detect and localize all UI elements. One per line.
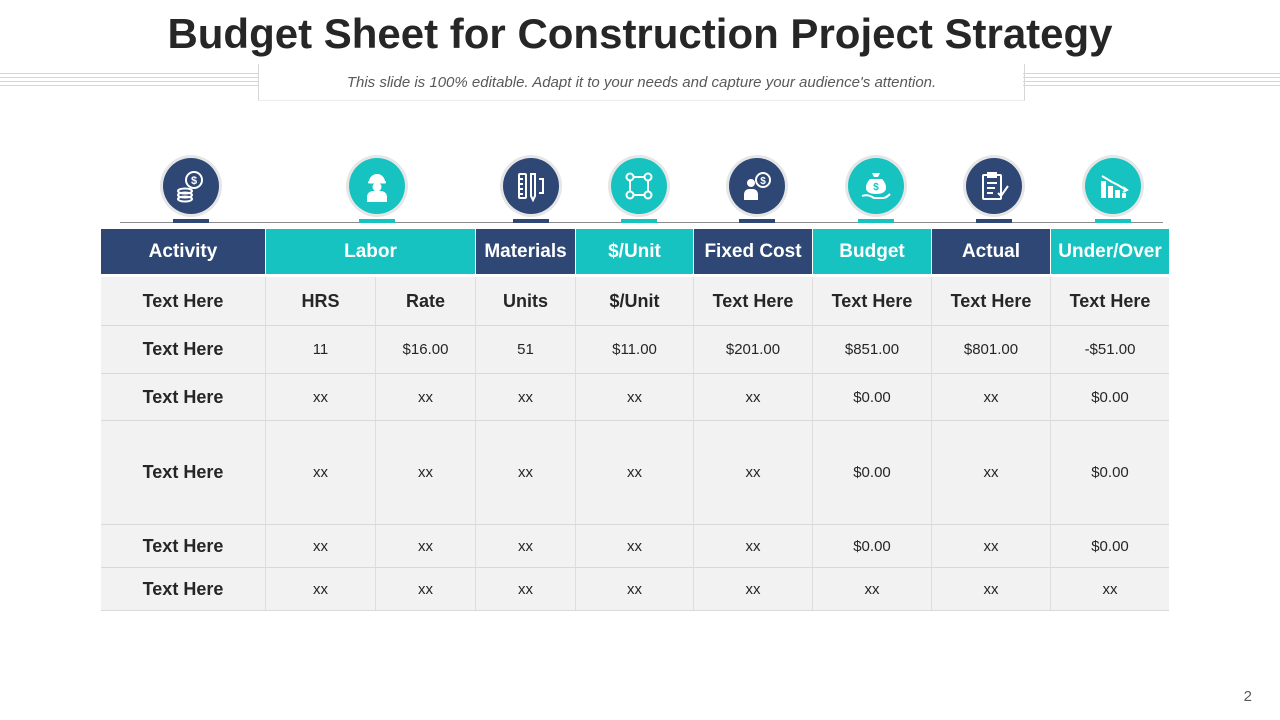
subtitle-box: This slide is 100% editable. Adapt it to…	[258, 64, 1025, 101]
table-cell: xx	[576, 421, 694, 524]
table-cell: xx	[376, 374, 476, 420]
table-cell: xx	[476, 421, 576, 524]
decorative-lines-right	[1023, 73, 1280, 89]
table-cell: $0.00	[1091, 537, 1129, 555]
unit-nodes-icon-stem	[621, 219, 657, 223]
table-cell: xx	[932, 421, 1051, 524]
table-cell: xx	[932, 525, 1051, 567]
clipboard-check-icon-stem	[976, 219, 1012, 223]
table-cell: xx	[932, 568, 1051, 610]
table-cell: xx	[1102, 580, 1118, 598]
worker-icon-stem	[359, 219, 395, 223]
declining-chart-icon-stem	[1095, 219, 1131, 223]
header-actual: Actual	[932, 229, 1050, 274]
table-cell: xx	[694, 568, 813, 610]
table-cell: Text Here	[101, 568, 266, 610]
table-cell: Rate	[376, 277, 476, 325]
table-cell: xx	[376, 568, 476, 610]
table-cell: xx	[266, 374, 376, 420]
fixed-cost-person-icon: $	[729, 158, 785, 214]
table-row: Text Here xx xx xx xx xx xx xx xx	[101, 568, 1169, 611]
declining-chart-icon	[1085, 158, 1141, 214]
unit-nodes-icon	[611, 158, 667, 214]
table-cell: Text Here	[101, 374, 266, 420]
table-cell: xx	[576, 525, 694, 567]
table-cell: Text Here	[1069, 290, 1151, 311]
page-number: 2	[1243, 688, 1252, 705]
table-cell: xx	[376, 421, 476, 524]
table-cell: -$51.00	[1084, 341, 1136, 358]
header-materials: Materials	[476, 229, 575, 274]
header-activity: Activity	[101, 229, 265, 274]
table-row: Text Here xx xx xx xx xx $0.00 xx $0.00	[101, 421, 1169, 525]
decorative-lines-left	[0, 73, 258, 89]
slide-subtitle: This slide is 100% editable. Adapt it to…	[346, 74, 937, 91]
table-cell: $851.00	[813, 326, 932, 373]
table-cell: $0.00	[813, 525, 932, 567]
table-row: Text Here 11 $16.00 51 $11.00 $201.00 $8…	[101, 326, 1169, 374]
svg-text:$: $	[873, 182, 879, 193]
table-cell: $201.00	[694, 326, 813, 373]
money-bag-hand-icon-stem	[858, 219, 894, 223]
table-cell: xx	[266, 525, 376, 567]
table-cell: Text Here	[101, 525, 266, 567]
table-cell: $0.00	[813, 421, 932, 524]
coins-icon-stem	[173, 219, 209, 223]
table-cell: xx	[576, 568, 694, 610]
materials-icon-stem	[513, 219, 549, 223]
clipboard-check-icon	[966, 158, 1022, 214]
header-under-over: Under/Over	[1051, 229, 1169, 274]
header-budget: Budget	[813, 229, 931, 274]
table-row: Text Here xx xx xx xx xx $0.00 xx $0.00	[101, 525, 1169, 568]
table-cell: Text Here	[101, 421, 266, 524]
table-cell: 51	[476, 326, 576, 373]
table-cell: $/Unit	[576, 277, 694, 325]
table-cell: Text Here	[101, 277, 266, 325]
materials-icon	[503, 158, 559, 214]
table-cell: Text Here	[101, 326, 266, 373]
header-unit-price: $/Unit	[576, 229, 693, 274]
table-cell: xx	[694, 525, 813, 567]
table-cell: xx	[476, 374, 576, 420]
coins-icon: $	[163, 158, 219, 214]
svg-text:$: $	[191, 175, 197, 187]
table-cell: $0.00	[1091, 464, 1129, 481]
slide-title: Budget Sheet for Construction Project St…	[167, 10, 1113, 57]
table-cell: $0.00	[813, 374, 932, 420]
header-labor: Labor	[266, 229, 475, 274]
table-cell: Units	[476, 277, 576, 325]
table-cell: $0.00	[1091, 388, 1129, 406]
table-subheader-row: Text Here HRS Rate Units $/Unit Text Her…	[101, 277, 1169, 326]
table-cell: xx	[694, 421, 813, 524]
table-cell: HRS	[266, 277, 376, 325]
table-cell: xx	[266, 568, 376, 610]
worker-icon	[349, 158, 405, 214]
table-row: Text Here xx xx xx xx xx $0.00 xx $0.00	[101, 374, 1169, 421]
money-bag-hand-icon: $	[848, 158, 904, 214]
table-cell: $11.00	[576, 326, 694, 373]
table-cell: xx	[813, 568, 932, 610]
table-cell: $801.00	[932, 326, 1051, 373]
table-cell: $16.00	[376, 326, 476, 373]
svg-text:$: $	[760, 176, 766, 187]
table-cell: Text Here	[694, 277, 813, 325]
table-cell: xx	[476, 525, 576, 567]
table-cell: Text Here	[932, 277, 1051, 325]
table-cell: xx	[376, 525, 476, 567]
table-cell: xx	[932, 374, 1051, 420]
table-cell: Text Here	[813, 277, 932, 325]
table-cell: 11	[266, 326, 376, 373]
fixed-cost-person-icon-stem	[739, 219, 775, 223]
header-fixed-cost: Fixed Cost	[694, 229, 812, 274]
table-cell: xx	[694, 374, 813, 420]
table-cell: xx	[576, 374, 694, 420]
table-cell: xx	[266, 421, 376, 524]
table-cell: xx	[476, 568, 576, 610]
